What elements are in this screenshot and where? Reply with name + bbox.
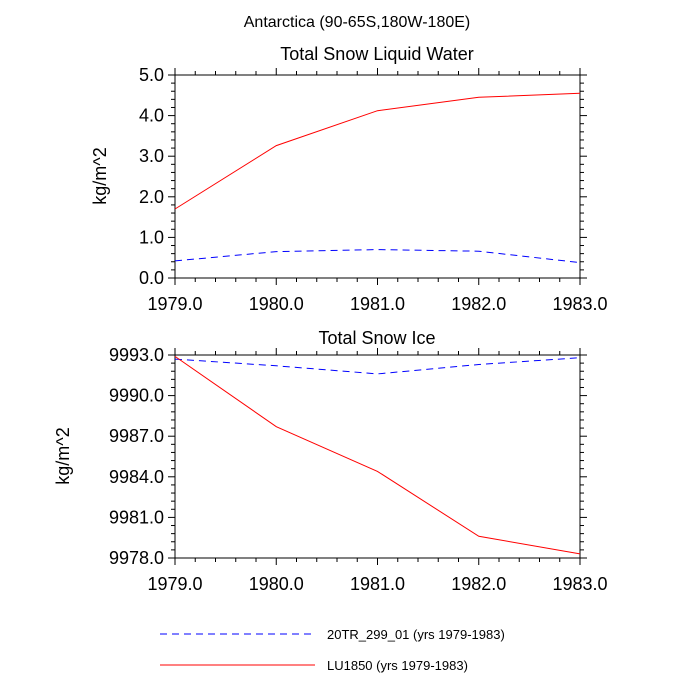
y-tick-label: 4.0 bbox=[139, 106, 164, 126]
x-tick-label: 1982.0 bbox=[451, 574, 506, 594]
legend-label-lu1850: LU1850 (yrs 1979-1983) bbox=[327, 658, 468, 673]
y-tick-label: 0.0 bbox=[139, 268, 164, 288]
y-tick-label: 9978.0 bbox=[109, 548, 164, 568]
figure-title: Antarctica (90-65S,180W-180E) bbox=[244, 14, 470, 31]
x-tick-label: 1983.0 bbox=[552, 574, 607, 594]
x-tick-label: 1981.0 bbox=[350, 294, 405, 314]
panel-title: Total Snow Ice bbox=[318, 328, 435, 348]
plot-frame bbox=[174, 354, 581, 559]
chart-panel-snow-ice: Total Snow Ice kg/m^2 9978.0 9981.0 9984.0… bbox=[53, 328, 608, 594]
y-tick-label: 9993.0 bbox=[109, 345, 164, 365]
y-tick-label: 9990.0 bbox=[109, 386, 164, 406]
legend-label-20tr: 20TR_299_01 (yrs 1979-1983) bbox=[327, 627, 505, 642]
y-axis-title: kg/m^2 bbox=[90, 147, 110, 204]
x-tick-label: 1983.0 bbox=[552, 294, 607, 314]
x-tick-label: 1979.0 bbox=[147, 294, 202, 314]
series-line-lu1850 bbox=[174, 92, 581, 210]
x-tick-label: 1982.0 bbox=[451, 294, 506, 314]
x-tick-label: 1981.0 bbox=[350, 574, 405, 594]
x-tick-label: 1980.0 bbox=[249, 294, 304, 314]
legend: 20TR_299_01 (yrs 1979-1983) LU1850 (yrs … bbox=[160, 627, 505, 673]
series-line-20tr bbox=[174, 249, 581, 264]
y-tick-label: 2.0 bbox=[139, 187, 164, 207]
plot-frame bbox=[174, 74, 581, 279]
y-tick-label: 5.0 bbox=[139, 65, 164, 85]
panel-title: Total Snow Liquid Water bbox=[280, 44, 473, 64]
x-tick-label: 1980.0 bbox=[249, 574, 304, 594]
series-line-20tr bbox=[174, 357, 581, 375]
chart-panel-liquid-water: Total Snow Liquid Water kg/m^2 0.0 1.0 2.0… bbox=[90, 44, 608, 314]
y-tick-label: 3.0 bbox=[139, 146, 164, 166]
x-tick-label: 1979.0 bbox=[147, 574, 202, 594]
y-tick-label: 9984.0 bbox=[109, 467, 164, 487]
y-tick-label: 9981.0 bbox=[109, 507, 164, 527]
y-tick-label: 1.0 bbox=[139, 227, 164, 247]
y-axis-title: kg/m^2 bbox=[53, 427, 73, 484]
y-tick-label: 9987.0 bbox=[109, 426, 164, 446]
series-line-lu1850 bbox=[174, 355, 581, 555]
